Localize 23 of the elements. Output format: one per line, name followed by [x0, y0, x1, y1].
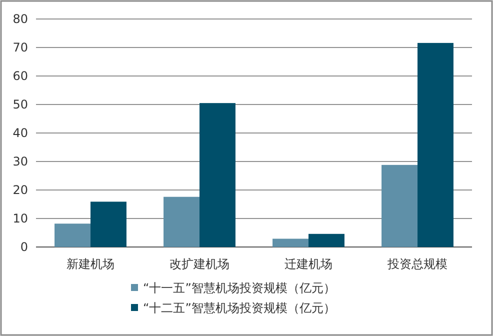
bar	[90, 202, 126, 247]
y-tick-label: 30	[12, 154, 28, 168]
bar	[164, 196, 200, 247]
y-tick-label: 40	[12, 126, 28, 140]
y-tick-label: 70	[12, 40, 28, 54]
y-tick-label: 80	[12, 12, 28, 26]
bar	[54, 224, 90, 247]
y-tick-label: 60	[12, 69, 28, 83]
x-tick-label: 迁建机场	[284, 257, 332, 271]
x-tick-label: 投资总规模	[386, 257, 448, 271]
legend-label: “十二五”智慧机场投资规模（亿元）	[143, 301, 336, 315]
bar	[200, 103, 236, 247]
bar	[382, 164, 418, 247]
y-tick-label: 10	[12, 212, 28, 226]
x-tick-label: 改扩建机场	[170, 257, 230, 271]
y-tick-label: 20	[12, 183, 28, 197]
bar	[272, 238, 308, 247]
bar	[308, 234, 344, 247]
y-tick-label: 0	[20, 240, 28, 254]
bar	[418, 42, 454, 247]
y-tick-label: 50	[12, 98, 28, 112]
x-tick-label: 新建机场	[66, 257, 114, 271]
legend-label: “十一五”智慧机场投资规模（亿元）	[143, 281, 336, 295]
